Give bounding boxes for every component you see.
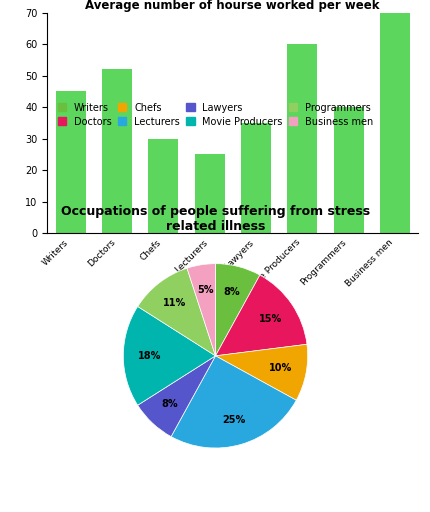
Wedge shape	[187, 264, 215, 356]
Wedge shape	[215, 275, 306, 356]
Text: 8%: 8%	[161, 399, 178, 409]
Wedge shape	[137, 356, 215, 437]
Text: 18%: 18%	[137, 351, 160, 361]
Wedge shape	[215, 344, 307, 400]
Title: Average number of hourse worked per week: Average number of hourse worked per week	[85, 0, 379, 12]
Text: 15%: 15%	[258, 313, 281, 324]
Wedge shape	[137, 268, 215, 356]
Text: 11%: 11%	[163, 298, 186, 308]
Text: 10%: 10%	[268, 364, 292, 373]
Text: 5%: 5%	[197, 285, 213, 295]
Bar	[240, 123, 270, 233]
Bar	[55, 92, 86, 233]
Text: 8%: 8%	[223, 287, 240, 296]
Bar	[148, 139, 178, 233]
Bar	[101, 70, 132, 233]
Bar	[333, 107, 363, 233]
Text: Occupations of people suffering from stress
related illness: Occupations of people suffering from str…	[61, 205, 369, 233]
Text: Hours worked and stress levels amongst professionals in eight groups: Hours worked and stress levels amongst p…	[8, 493, 422, 503]
Wedge shape	[215, 264, 259, 356]
Bar	[286, 44, 316, 233]
Wedge shape	[171, 356, 295, 448]
Text: 25%: 25%	[222, 415, 245, 424]
Bar	[194, 154, 224, 233]
Bar	[379, 13, 409, 233]
Wedge shape	[123, 307, 215, 405]
Legend: Writers, Doctors, Chefs, Lecturers, Lawyers, Movie Producers, Programmers, Busin: Writers, Doctors, Chefs, Lecturers, Lawy…	[58, 102, 372, 126]
